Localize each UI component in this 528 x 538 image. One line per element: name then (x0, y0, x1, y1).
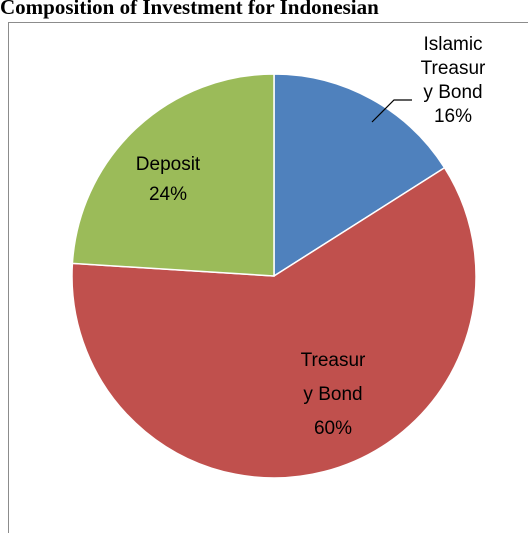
pie-chart: Islamic Treasur y Bond 16% Treasur y Bond 60% D… (8, 22, 528, 533)
slice-name-label-islamic-treasury-bond: Treasur (421, 58, 486, 79)
slice-value-label-treasury-bond: 60% (314, 418, 352, 439)
slice-name-label-treasury-bond: Treasur (301, 350, 366, 371)
chart-area: Islamic Treasur y Bond 16% Treasur y Bond 60% D… (0, 22, 528, 533)
slice-name-label-islamic-treasury-bond: y Bond (423, 82, 482, 103)
slice-value-label-islamic-treasury-bond: 16% (434, 106, 472, 127)
leader-line-islamic-treasury-bond (371, 99, 412, 123)
slice-name-label-deposit: Deposit (136, 154, 201, 175)
slice-value-label-deposit: 24% (149, 184, 187, 205)
slice-name-label-islamic-treasury-bond: Islamic (423, 34, 482, 55)
slice-name-label-treasury-bond: y Bond (303, 384, 362, 405)
pie-slice-treasury-bond (71, 166, 477, 479)
pie-slice-islamic-treasury-bond (273, 73, 446, 278)
pie-labels: Islamic Treasur y Bond 16% Treasur y Bond 60% D… (136, 34, 486, 439)
pie-slice-deposit (71, 73, 275, 277)
chart-title: Composition of Investment for Indonesian (0, 0, 379, 19)
pie-slices (71, 73, 477, 479)
